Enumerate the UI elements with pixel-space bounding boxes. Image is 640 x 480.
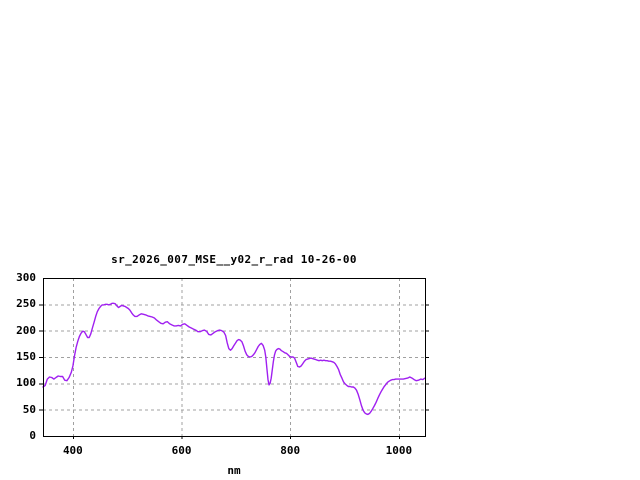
y-tick-label: 50: [22, 402, 36, 416]
x-tick-label: 1000: [385, 444, 413, 457]
plot-border: [43, 278, 426, 437]
x-tick-label: 400: [62, 444, 83, 457]
y-tick-label: 0: [29, 429, 36, 442]
chart-title: sr_2026_007_MSE__y02_r_rad 10-26-00: [111, 253, 357, 266]
y-tick-label: 100: [16, 376, 36, 390]
y-tick-label: 150: [16, 350, 36, 363]
y-tick-label: 250: [16, 297, 36, 311]
y-tick-label: 200: [16, 323, 36, 337]
x-tick-label: 800: [280, 444, 301, 457]
x-tick-label: 600: [171, 444, 192, 457]
spectrum-curve: [42, 302, 426, 416]
y-tick-label: 300: [16, 271, 36, 284]
x-axis-label: nm: [227, 464, 241, 477]
